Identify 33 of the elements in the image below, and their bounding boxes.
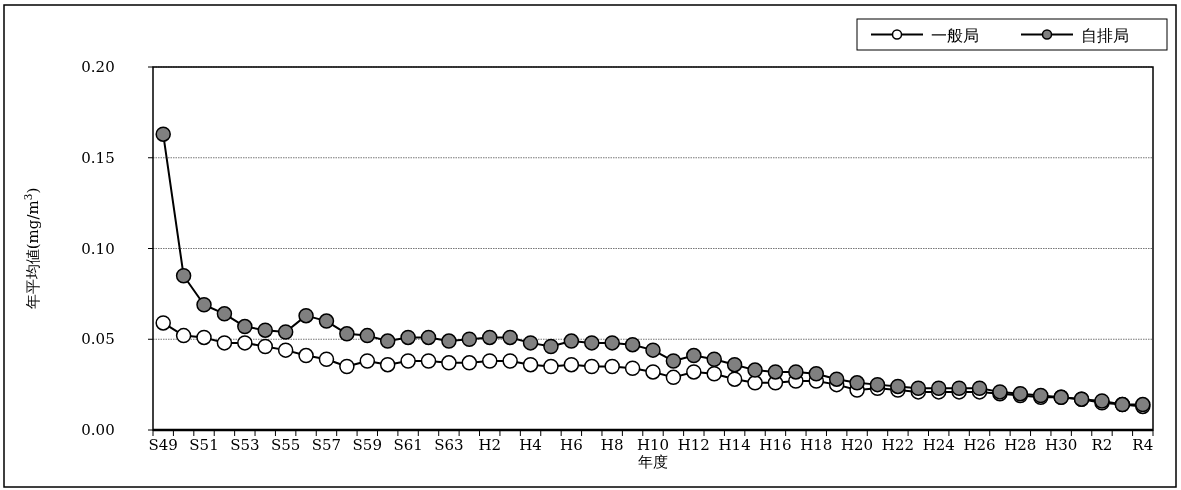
x-tick-label: H20 [841,436,874,454]
legend-label: 一般局 [931,25,979,45]
x-tick-label: H28 [1004,436,1037,454]
x-tick-label: H8 [600,436,624,454]
x-tick-label: H4 [519,436,542,454]
x-tick-label: H30 [1045,436,1078,454]
x-tick-label: S53 [230,436,260,454]
x-tick-label: S63 [434,436,464,454]
x-tick-label: H14 [718,436,751,454]
x-tick-label: S49 [148,436,178,454]
x-tick-label: R4 [1132,436,1154,454]
y-tick-label: 0.15 [81,148,115,167]
x-tick-label: H22 [881,436,914,454]
legend-label: 自排局 [1081,25,1129,45]
y-tick-label: 0.20 [81,58,115,76]
x-tick-label: S55 [270,436,301,454]
x-tick-label: H10 [636,436,670,454]
x-tick-label: H2 [478,436,502,454]
x-tick-label: H24 [922,436,955,454]
x-axis-title: 年度 [638,453,668,471]
x-tick-label: S59 [352,436,382,454]
x-tick-label: H18 [800,436,833,454]
x-tick-label: S51 [189,436,219,454]
x-tick-label: H26 [963,436,996,454]
x-tick-label: R2 [1091,436,1113,454]
x-tick-label: H16 [759,436,792,454]
y-tick-label: 0.00 [81,421,115,439]
x-tick-label: S57 [311,436,342,454]
y-tick-label: 0.05 [81,330,115,349]
x-tick-label: H6 [560,436,583,454]
x-tick-label: H12 [677,436,710,454]
x-tick-label: S61 [393,436,423,454]
y-tick-label: 0.10 [81,239,115,258]
